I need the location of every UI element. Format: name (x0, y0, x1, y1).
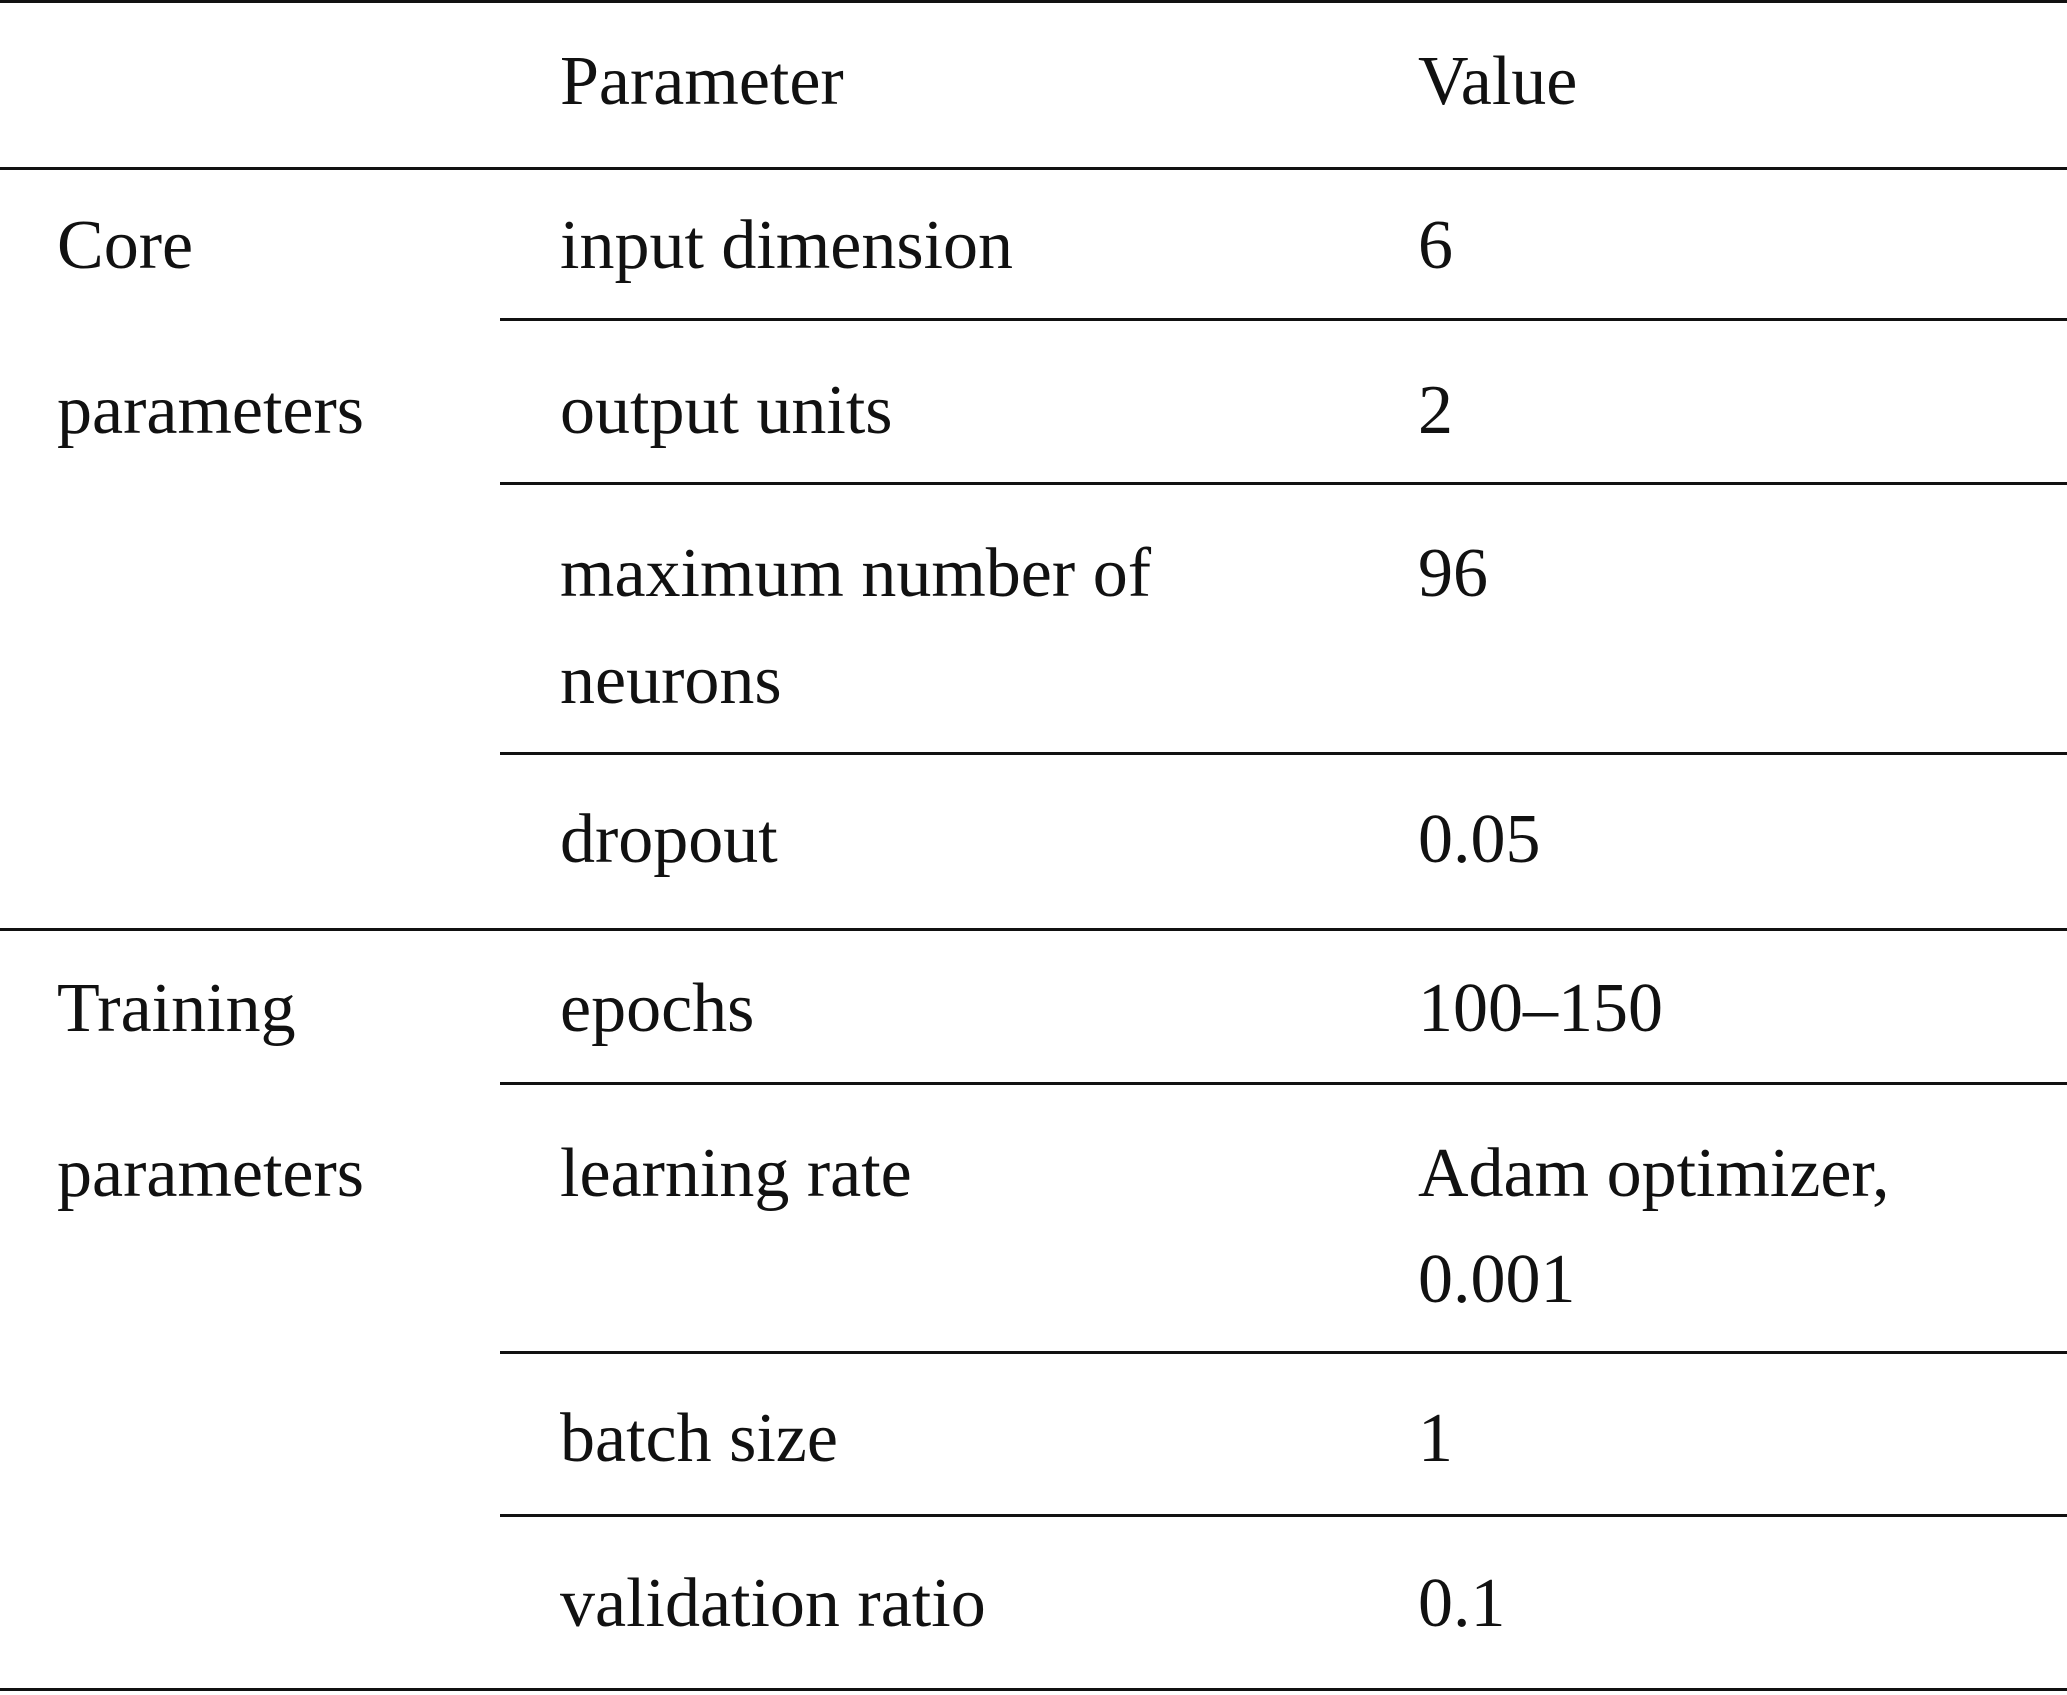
header-rule (0, 167, 2067, 170)
parameter-value: 96 (1418, 535, 1488, 612)
row-divider (500, 1082, 2067, 1085)
row-divider (500, 1351, 2067, 1354)
bottom-rule (0, 1688, 2067, 1691)
group-label: parameters (57, 372, 365, 449)
parameter-value: 0.05 (1418, 801, 1541, 878)
parameter-value: 0.001 (1418, 1241, 1576, 1318)
top-rule (0, 0, 2067, 3)
parameter-name: maximum number of (560, 535, 1152, 612)
parameter-name: dropout (560, 801, 778, 878)
row-divider (500, 482, 2067, 485)
group-label: Core (57, 207, 194, 284)
header-parameter: Parameter (560, 43, 844, 120)
parameter-name: input dimension (560, 207, 1014, 284)
group-rule (0, 928, 2067, 931)
row-divider (500, 318, 2067, 321)
parameter-value: 100–150 (1418, 970, 1663, 1047)
parameter-value: 1 (1418, 1400, 1453, 1477)
parameter-name: epochs (560, 970, 755, 1047)
parameter-value: Adam optimizer, (1418, 1135, 1890, 1212)
parameter-value: 2 (1418, 372, 1453, 449)
group-label: parameters (57, 1135, 365, 1212)
parameter-name: batch size (560, 1400, 838, 1477)
parameter-value: 6 (1418, 207, 1453, 284)
row-divider (500, 1514, 2067, 1517)
parameter-name: neurons (560, 642, 782, 719)
group-label: Training (57, 970, 296, 1047)
parameter-value: 0.1 (1418, 1565, 1506, 1642)
header-value: Value (1418, 43, 1578, 120)
parameter-name: learning rate (560, 1135, 912, 1212)
parameter-name: output units (560, 372, 893, 449)
parameter-name: validation ratio (560, 1565, 986, 1642)
row-divider (500, 752, 2067, 755)
